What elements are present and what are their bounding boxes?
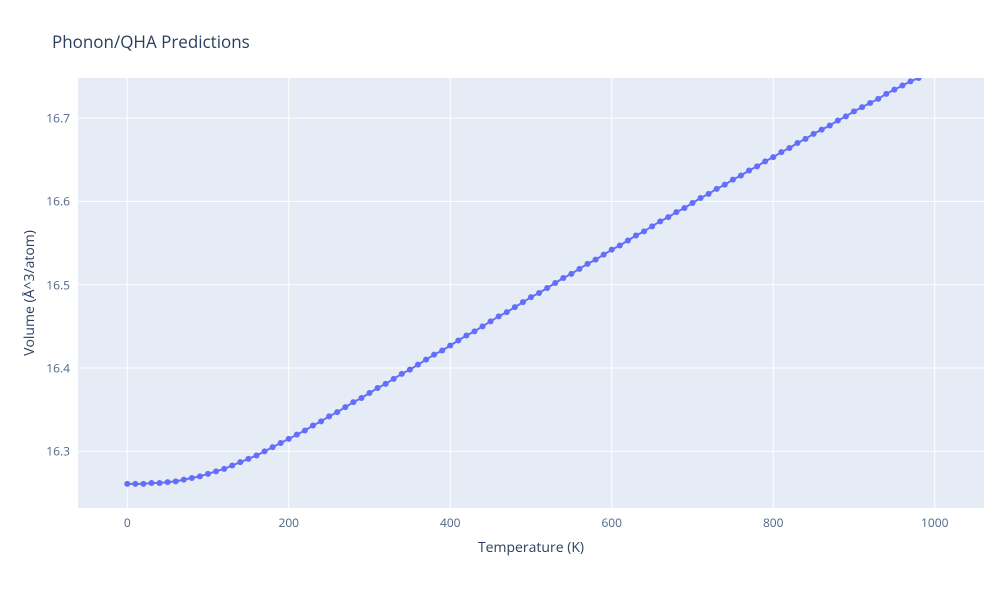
y-tick-label: 16.5 bbox=[46, 276, 70, 293]
x-tick-label: 400 bbox=[440, 514, 461, 531]
x-tick-label: 1000 bbox=[921, 514, 948, 531]
y-axis-label: Volume (Å^3/atom) bbox=[20, 230, 39, 356]
x-axis-label: Temperature (K) bbox=[478, 538, 584, 557]
x-tick-label: 800 bbox=[763, 514, 784, 531]
y-tick-label: 16.6 bbox=[46, 193, 70, 210]
plot-area[interactable] bbox=[78, 78, 984, 508]
y-tick-label: 16.3 bbox=[46, 443, 70, 460]
x-tick-label: 600 bbox=[601, 514, 622, 531]
chart-title: Phonon/QHA Predictions bbox=[52, 30, 250, 53]
y-tick-label: 16.4 bbox=[46, 360, 70, 377]
x-tick-label: 0 bbox=[124, 514, 131, 531]
x-tick-label: 200 bbox=[278, 514, 299, 531]
y-tick-label: 16.7 bbox=[46, 110, 70, 127]
chart-container: Phonon/QHA Predictions 0 200 400 600 800 1000… bbox=[0, 0, 1000, 600]
